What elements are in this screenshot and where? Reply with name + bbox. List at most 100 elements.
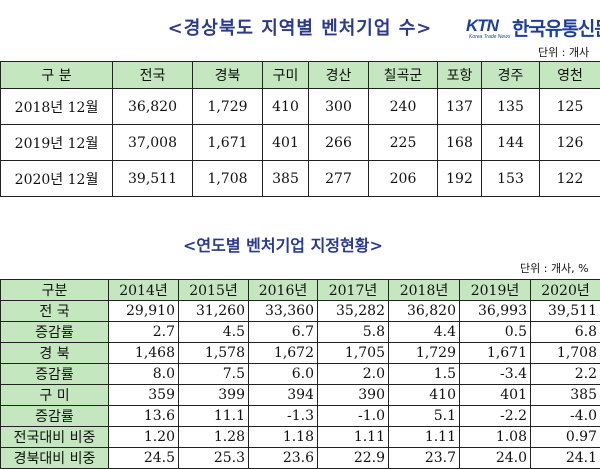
table1-cell: 1,708 bbox=[193, 161, 263, 197]
table1-header: 경산 bbox=[309, 62, 369, 89]
table2-cell: 1.5 bbox=[389, 364, 460, 385]
table2-cell: 0.5 bbox=[460, 322, 531, 343]
table2-header: 2018년 bbox=[389, 280, 460, 301]
table2-cell: 24.1 bbox=[531, 448, 600, 469]
table2-cell: 410 bbox=[389, 385, 460, 406]
table1-cell: 300 bbox=[309, 89, 369, 125]
table2-cell: 1.11 bbox=[318, 427, 389, 448]
regional-venture-table: 구 분 전국 경북 구미 경산 칠곡군 포항 경주 영천 2018년 12월 3… bbox=[0, 61, 600, 197]
table1-cell: 225 bbox=[369, 125, 438, 161]
table2-cell: 1.20 bbox=[109, 427, 179, 448]
table2-row-label: 전 국 bbox=[1, 301, 109, 322]
table2-cell: 399 bbox=[179, 385, 249, 406]
table1-row-label: 2020년 12월 bbox=[1, 161, 113, 197]
table2-header: 2017년 bbox=[318, 280, 389, 301]
table2-cell: 1,468 bbox=[109, 343, 179, 364]
table1-cell: 1,729 bbox=[193, 89, 263, 125]
table1-row: 2019년 12월 37,008 1,671 401 266 225 168 1… bbox=[1, 125, 600, 161]
table2-cell: 385 bbox=[531, 385, 600, 406]
table2-cell: 23.7 bbox=[389, 448, 460, 469]
table2-cell: 1.11 bbox=[389, 427, 460, 448]
table1-cell: 125 bbox=[540, 89, 600, 125]
table2-cell: 39,511 bbox=[531, 301, 600, 322]
table1-cell: 277 bbox=[309, 161, 369, 197]
table1-cell: 126 bbox=[540, 125, 600, 161]
table1-cell: 144 bbox=[482, 125, 540, 161]
table2-cell: 2.2 bbox=[531, 364, 600, 385]
table2-row: 전 국 29,910 31,260 33,360 35,282 36,820 3… bbox=[1, 301, 600, 322]
table2-cell: 1.08 bbox=[460, 427, 531, 448]
table2-cell: 6.7 bbox=[249, 322, 318, 343]
table1-cell: 240 bbox=[369, 89, 438, 125]
table2-cell: 359 bbox=[109, 385, 179, 406]
table2-header: 2019년 bbox=[460, 280, 531, 301]
table2-cell: 33,360 bbox=[249, 301, 318, 322]
table2-cell: 22.9 bbox=[318, 448, 389, 469]
table2-cell: 36,820 bbox=[389, 301, 460, 322]
table2-row: 경북대비 비중 24.5 25.3 23.6 22.9 23.7 24.0 24… bbox=[1, 448, 600, 469]
table1-row-label: 2018년 12월 bbox=[1, 89, 113, 125]
table2-cell: 1.28 bbox=[179, 427, 249, 448]
table2-cell: -3.4 bbox=[460, 364, 531, 385]
table1-header: 구미 bbox=[263, 62, 309, 89]
unit-label-2: 단위 : 개사, % bbox=[520, 260, 600, 276]
table1-cell: 266 bbox=[309, 125, 369, 161]
table1-cell: 385 bbox=[263, 161, 309, 197]
table1-cell: 168 bbox=[438, 125, 482, 161]
table2-header: 2015년 bbox=[179, 280, 249, 301]
table2-cell: 1,729 bbox=[389, 343, 460, 364]
table2-cell: 0.97 bbox=[531, 427, 600, 448]
table2-cell: 5.1 bbox=[389, 406, 460, 427]
table1-cell: 401 bbox=[263, 125, 309, 161]
logo-mark-sub: Korea Trade News bbox=[469, 34, 510, 40]
table2-cell: 1,578 bbox=[179, 343, 249, 364]
table2-row-label: 경북대비 비중 bbox=[1, 448, 109, 469]
table2-cell: 25.3 bbox=[179, 448, 249, 469]
logo-name: 한국유통신문 bbox=[512, 14, 600, 41]
table2-cell: 24.0 bbox=[460, 448, 531, 469]
table2-header: 2016년 bbox=[249, 280, 318, 301]
table2-cell: 2.0 bbox=[318, 364, 389, 385]
table2-row-label: 구 미 bbox=[1, 385, 109, 406]
table1-cell: 206 bbox=[369, 161, 438, 197]
table1-header: 칠곡군 bbox=[369, 62, 438, 89]
table1-header: 경주 bbox=[482, 62, 540, 89]
table1-header: 전국 bbox=[113, 62, 193, 89]
table2-row-label: 증감률 bbox=[1, 406, 109, 427]
table2-cell: 1,708 bbox=[531, 343, 600, 364]
table1-cell: 122 bbox=[540, 161, 600, 197]
table2-cell: 1,705 bbox=[318, 343, 389, 364]
table2-cell: 394 bbox=[249, 385, 318, 406]
table2-cell: 35,282 bbox=[318, 301, 389, 322]
table2-header-row: 구분 2014년 2015년 2016년 2017년 2018년 2019년 2… bbox=[1, 280, 600, 301]
table2-cell: 390 bbox=[318, 385, 389, 406]
table2-cell: 4.5 bbox=[179, 322, 249, 343]
table1-header: 경북 bbox=[193, 62, 263, 89]
table1-cell: 37,008 bbox=[113, 125, 193, 161]
table1-cell: 153 bbox=[482, 161, 540, 197]
table2-cell: 401 bbox=[460, 385, 531, 406]
table2-row: 구 미 359 399 394 390 410 401 385 bbox=[1, 385, 600, 406]
table2-cell: 2.7 bbox=[109, 322, 179, 343]
table2-cell: -4.0 bbox=[531, 406, 600, 427]
logo-mark: KTN bbox=[466, 16, 498, 36]
table2-cell: 23.6 bbox=[249, 448, 318, 469]
unit-label-1: 단위 : 개사 bbox=[538, 44, 589, 60]
table2-cell: 29,910 bbox=[109, 301, 179, 322]
table2-cell: 5.8 bbox=[318, 322, 389, 343]
second-title: <연도별 벤처기업 지정현황> bbox=[183, 232, 383, 256]
table2-row-label: 증감률 bbox=[1, 364, 109, 385]
table2-cell: 24.5 bbox=[109, 448, 179, 469]
table1-header: 영천 bbox=[540, 62, 600, 89]
table2-row: 증감률 8.0 7.5 6.0 2.0 1.5 -3.4 2.2 bbox=[1, 364, 600, 385]
table2-cell: 1,672 bbox=[249, 343, 318, 364]
table2-cell: 4.4 bbox=[389, 322, 460, 343]
table1-header: 구 분 bbox=[1, 62, 113, 89]
table2-row: 전국대비 비중 1.20 1.28 1.18 1.11 1.11 1.08 0.… bbox=[1, 427, 600, 448]
table2-cell: -1.0 bbox=[318, 406, 389, 427]
table2-cell: 6.8 bbox=[531, 322, 600, 343]
table2-header: 2020년 bbox=[531, 280, 600, 301]
yearly-venture-table: 구분 2014년 2015년 2016년 2017년 2018년 2019년 2… bbox=[0, 279, 600, 469]
table1-cell: 1,671 bbox=[193, 125, 263, 161]
table2-row-label: 경 북 bbox=[1, 343, 109, 364]
